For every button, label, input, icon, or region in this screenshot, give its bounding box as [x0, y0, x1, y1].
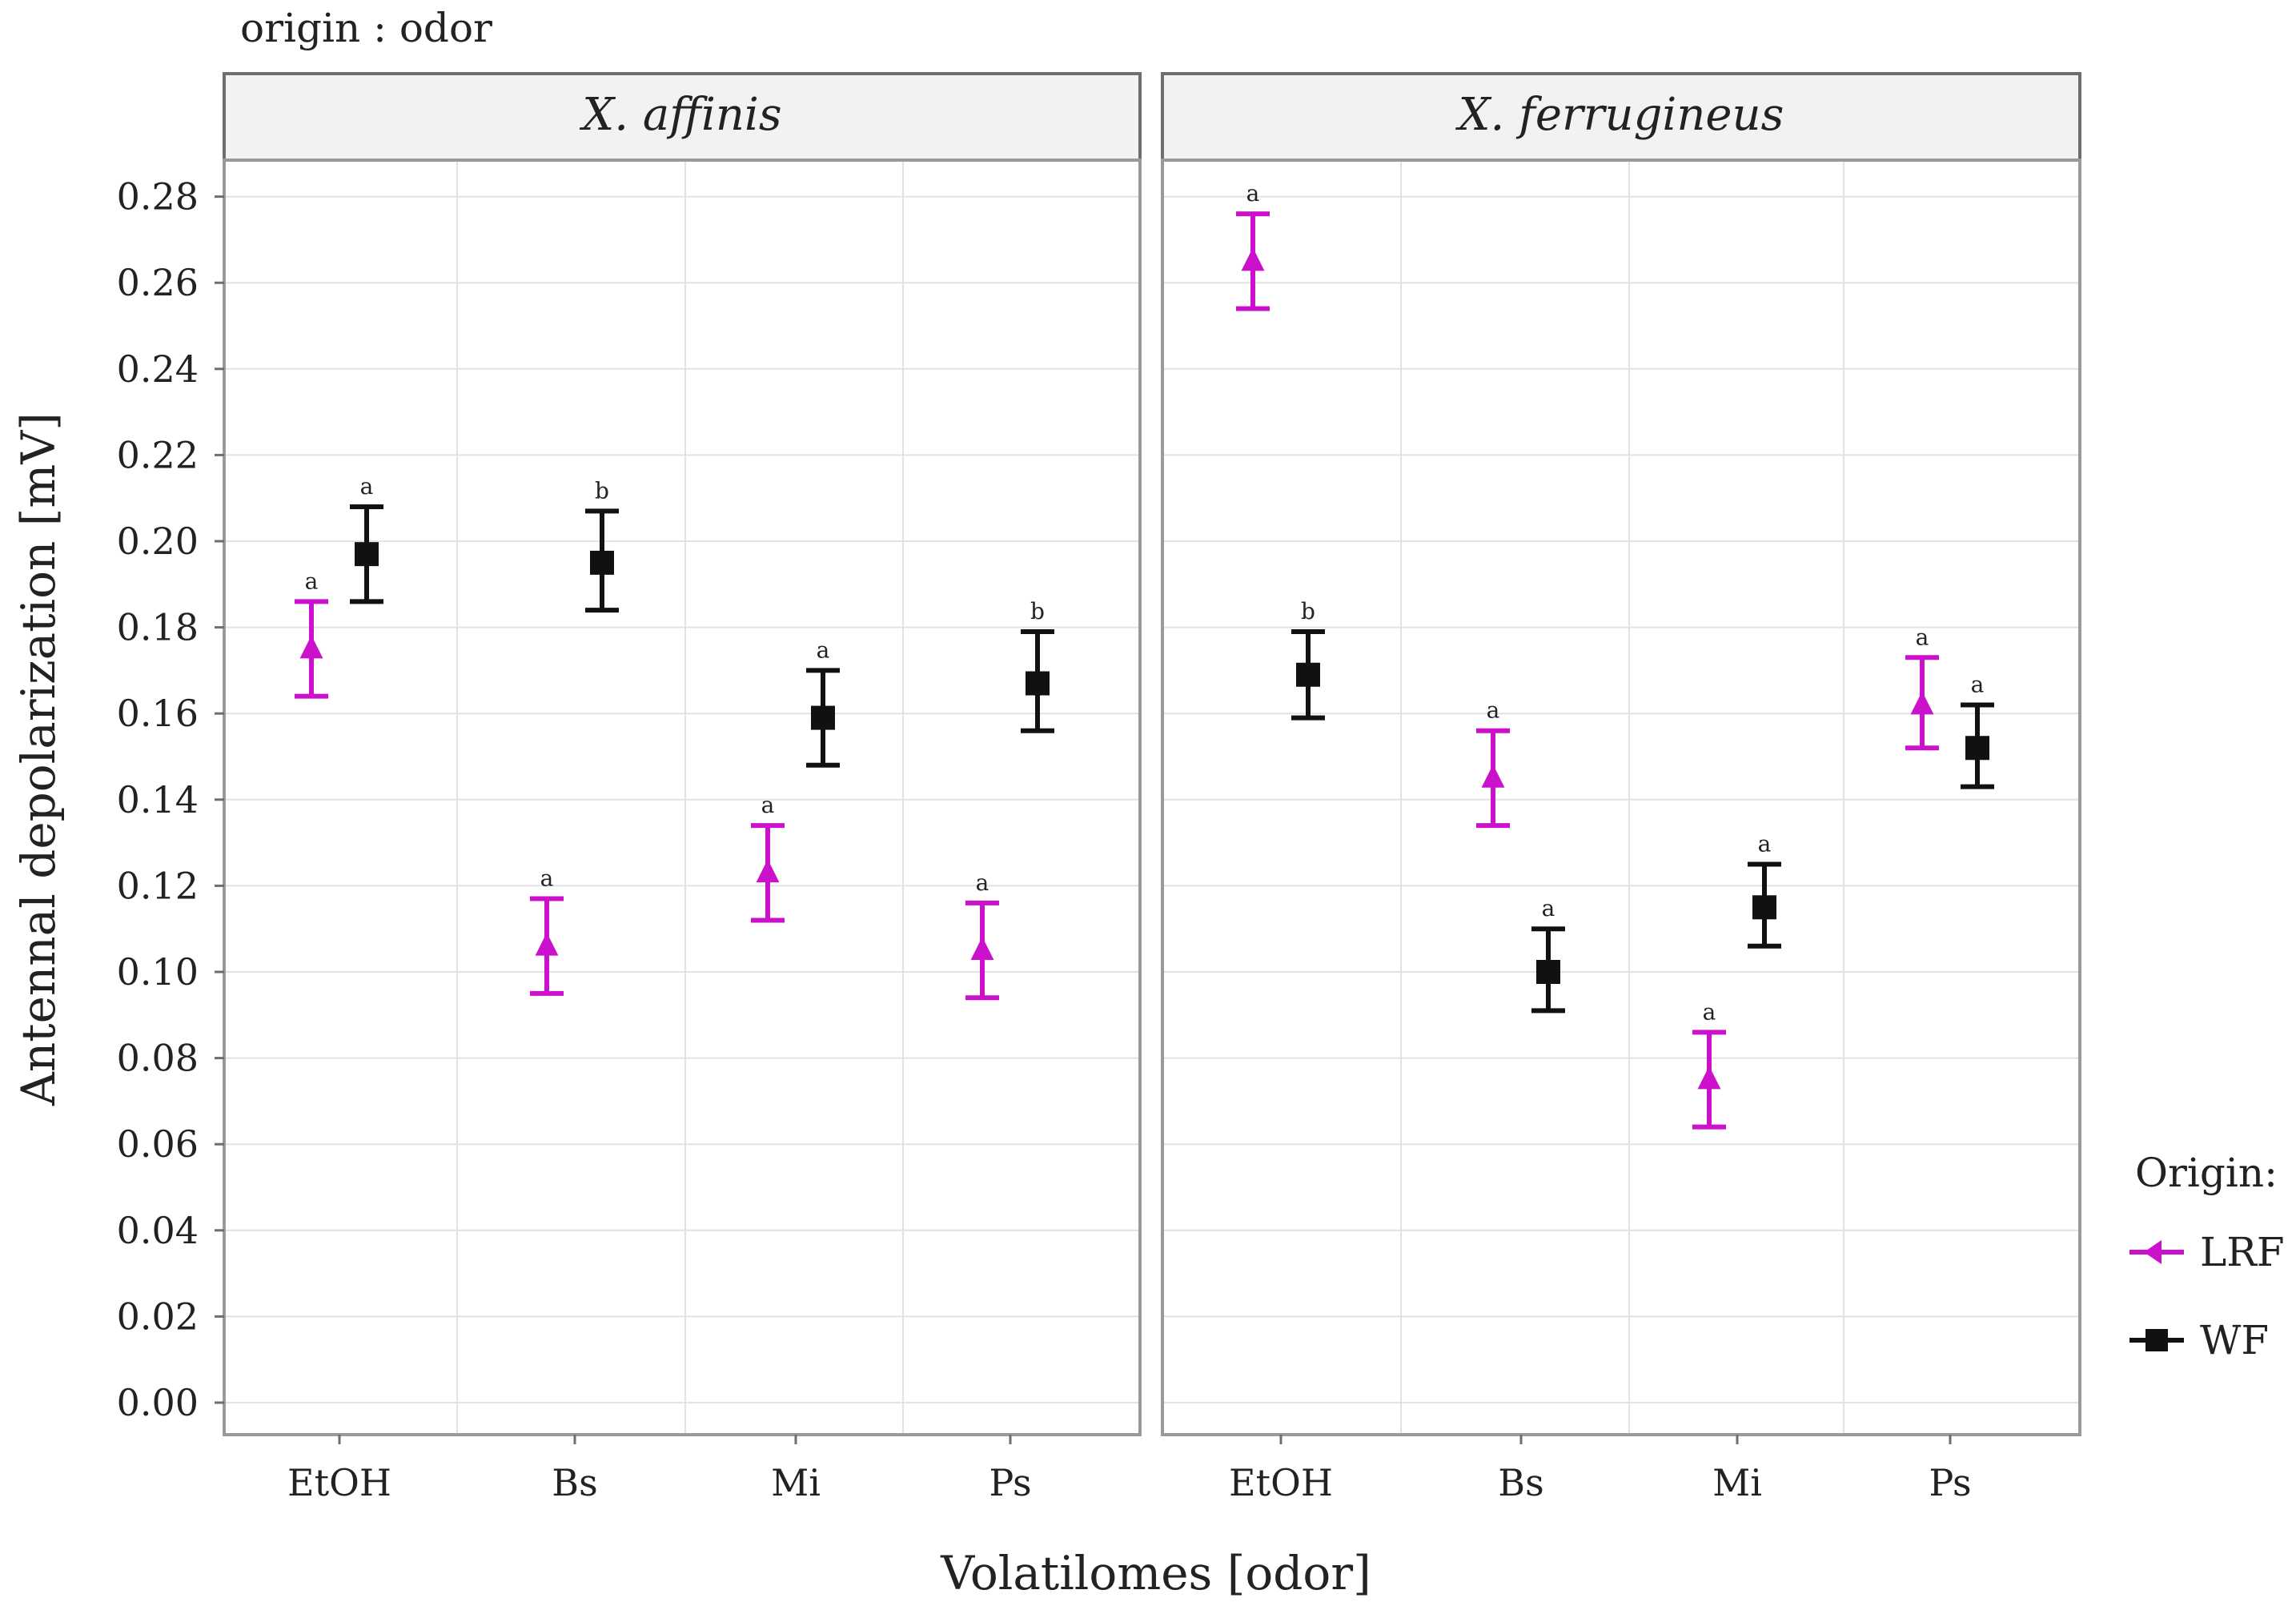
- point-wf: [811, 705, 835, 730]
- error-bar-wf: a: [350, 473, 383, 604]
- point-lrf: [1481, 764, 1505, 788]
- significance-letter: a: [360, 473, 374, 500]
- panel-border: [223, 159, 1142, 1436]
- legend-label: LRF: [2200, 1229, 2285, 1275]
- point-wf: [355, 542, 379, 567]
- legend-title: Origin:: [2135, 1150, 2278, 1196]
- y-tick-label: 0.10: [117, 950, 199, 994]
- error-bar-lrf: a: [751, 792, 785, 923]
- x-tick-label: Mi: [1712, 1461, 1762, 1504]
- point-wf: [590, 550, 614, 575]
- point-lrf: [1241, 247, 1265, 271]
- strip-header: [223, 72, 1142, 162]
- error-bar-wf: a: [1961, 671, 1994, 789]
- y-tick-label: 0.04: [117, 1209, 199, 1252]
- point-lrf: [1910, 691, 1934, 715]
- y-tick-label: 0.08: [117, 1037, 199, 1080]
- point-lrf: [970, 937, 994, 960]
- point-lrf: [1697, 1066, 1721, 1090]
- panel-border: [1161, 159, 2081, 1436]
- error-bar-wf: a: [1748, 831, 1781, 949]
- point-lrf: [756, 859, 780, 883]
- y-tick-label: 0.20: [117, 520, 199, 563]
- legend-label: WF: [2200, 1317, 2269, 1363]
- significance-letter: a: [1542, 895, 1555, 921]
- y-tick-label: 0.14: [117, 778, 199, 821]
- strip-title: X. ferrugineus: [1455, 89, 1784, 141]
- error-bar-lrf: a: [295, 568, 328, 699]
- legend-entry-wf: WF: [2129, 1317, 2269, 1363]
- y-tick-label: 0.16: [117, 692, 199, 735]
- y-axis: 0.00 0.02 0.04 0.06 0.08 0.10 0.12 0.14 0.16 0.18…: [117, 175, 224, 1424]
- point-lrf: [535, 932, 559, 956]
- x-tick-label: Ps: [1929, 1461, 1971, 1504]
- x-tick-label: Ps: [989, 1461, 1031, 1504]
- error-bar-wf: a: [806, 636, 840, 768]
- x-tick-label: Bs: [552, 1461, 597, 1504]
- error-bar-wf: b: [1021, 598, 1054, 733]
- strip-title: X. affinis: [579, 89, 781, 141]
- error-bar-lrf: a: [530, 865, 564, 996]
- error-bar-lrf: a: [1905, 624, 1939, 751]
- y-tick-label: 0.02: [117, 1295, 199, 1338]
- y-tick-label: 0.24: [117, 347, 199, 391]
- point-wf: [1296, 662, 1320, 687]
- significance-letter: a: [1487, 697, 1500, 724]
- x-tick-label: EtOH: [1229, 1461, 1333, 1504]
- significance-letter: a: [976, 869, 989, 896]
- error-bar-wf: a: [1531, 895, 1565, 1014]
- point-wf: [1965, 736, 1989, 761]
- significance-letter: a: [817, 636, 830, 663]
- y-tick-label: 0.18: [117, 606, 199, 649]
- x-axis-title: Volatilomes [odor]: [940, 1546, 1371, 1600]
- point-wf: [1752, 895, 1776, 920]
- error-bar-wf: b: [1291, 598, 1325, 721]
- significance-letter: a: [1246, 180, 1260, 207]
- y-axis-title: Antennal depolarization [mV]: [11, 412, 66, 1106]
- significance-letter: b: [1301, 598, 1315, 624]
- significance-letter: a: [305, 568, 319, 594]
- significance-letter: a: [540, 865, 554, 892]
- significance-letter: a: [1703, 998, 1716, 1025]
- y-tick-label: 0.26: [117, 261, 199, 304]
- y-tick-label: 0.00: [117, 1381, 199, 1424]
- y-tick-label: 0.28: [117, 175, 199, 219]
- error-bar-wf: b: [585, 477, 619, 613]
- significance-letter: a: [1758, 831, 1772, 857]
- panel-x-affinis: X. affinis EtOH Bs Mi Ps a a a a a b a b: [223, 72, 1142, 1504]
- y-tick-label: 0.06: [117, 1122, 199, 1166]
- strip-header: [1161, 72, 2081, 162]
- x-tick-label: Bs: [1498, 1461, 1543, 1504]
- significance-letter: b: [595, 477, 609, 504]
- significance-letter: b: [1030, 598, 1045, 624]
- error-bar-lrf: a: [1476, 697, 1510, 829]
- error-bar-lrf: a: [965, 869, 999, 1001]
- chart-subtitle: origin : odor: [240, 5, 492, 51]
- error-bar-lrf: a: [1236, 180, 1270, 311]
- legend-entry-lrf: LRF: [2129, 1229, 2285, 1275]
- y-tick-label: 0.12: [117, 864, 199, 907]
- significance-letter: a: [1916, 624, 1929, 650]
- y-tick-label: 0.22: [117, 433, 199, 476]
- x-tick-label: Mi: [771, 1461, 821, 1504]
- point-wf: [1026, 671, 1050, 696]
- error-bar-lrf: a: [1692, 998, 1726, 1130]
- significance-letter: a: [761, 792, 775, 818]
- point-wf: [1536, 960, 1560, 984]
- point-lrf: [299, 635, 323, 659]
- panel-x-ferrugineus: X. ferrugineus EtOH Bs Mi Ps a a a a b a a a: [1161, 72, 2081, 1504]
- legend-marker-lrf: [2144, 1240, 2162, 1264]
- x-tick-label: EtOH: [287, 1461, 391, 1504]
- legend-marker-wf: [2145, 1329, 2168, 1351]
- significance-letter: a: [1971, 671, 1985, 697]
- legend: Origin: LRF WF: [2129, 1150, 2285, 1363]
